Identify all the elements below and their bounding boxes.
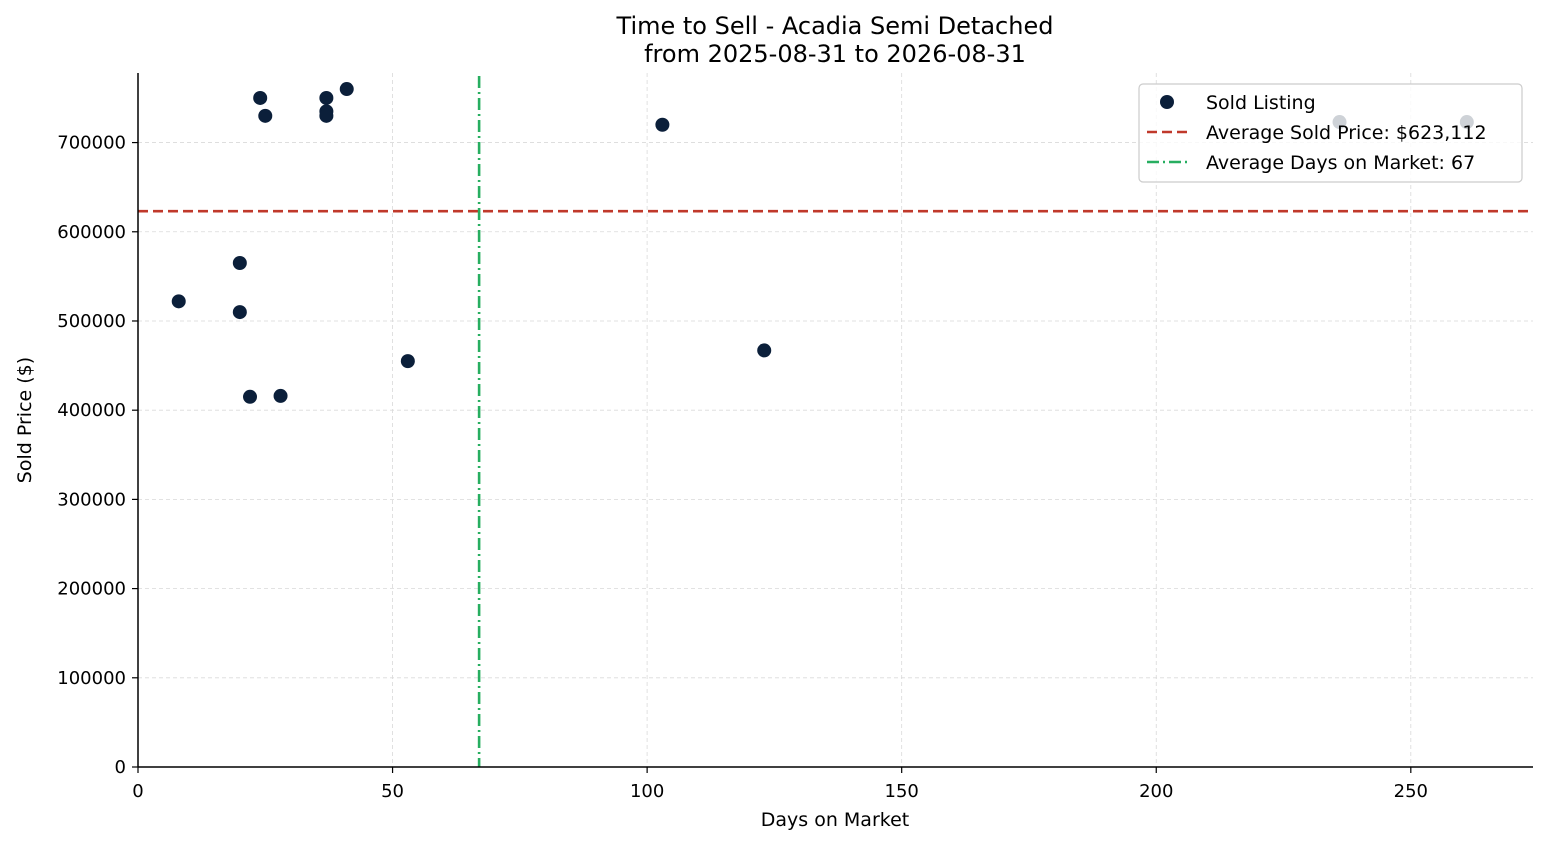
x-tick-label: 100 — [630, 781, 664, 802]
x-tick-label: 0 — [132, 781, 143, 802]
y-tick-label: 0 — [115, 757, 126, 778]
chart-subtitle: from 2025-08-31 to 2026-08-31 — [644, 40, 1026, 68]
sold-listing-point — [319, 90, 334, 105]
legend: Sold Listing Average Sold Price: $623,112… — [1138, 83, 1523, 183]
data-points — [171, 82, 1474, 404]
axes — [132, 73, 1533, 773]
sold-listing-point — [655, 117, 670, 132]
sold-listing-point — [232, 256, 247, 271]
sold-listing-point — [243, 389, 258, 404]
sold-listing-point — [171, 294, 186, 309]
y-tick-label: 400000 — [57, 400, 126, 421]
sold-listing-point — [319, 108, 334, 123]
sold-listing-point — [258, 108, 273, 123]
reference-lines — [138, 76, 1533, 767]
legend-label-sold-listing: Sold Listing — [1206, 92, 1316, 114]
legend-label-reference-line: Average Sold Price: $623,112 — [1206, 122, 1487, 144]
x-tick-label: 200 — [1139, 781, 1173, 802]
y-tick-label: 300000 — [57, 489, 126, 510]
chart-title: Time to Sell - Acadia Semi Detached — [616, 12, 1054, 40]
legend-box — [1138, 83, 1523, 183]
y-tick-label: 100000 — [57, 668, 126, 689]
x-tick-label: 50 — [381, 781, 404, 802]
y-tick-label: 600000 — [57, 222, 126, 243]
tick-labels: 0 50 100 150 200 250 0 100000 200000 300000 400000… — [57, 133, 1428, 802]
sold-listing-point — [400, 354, 415, 369]
sold-listing-point — [253, 90, 268, 105]
x-tick-label: 150 — [885, 781, 919, 802]
legend-marker-sold-listing — [1160, 95, 1174, 109]
sold-listing-point — [339, 82, 354, 97]
x-tick-label: 250 — [1394, 781, 1428, 802]
legend-label-reference-line: Average Days on Market: 67 — [1206, 152, 1475, 174]
sold-listing-point — [232, 305, 247, 320]
y-tick-label: 500000 — [57, 311, 126, 332]
y-tick-label: 700000 — [57, 133, 126, 154]
sold-listing-point — [757, 343, 772, 358]
x-axis-label: Days on Market — [761, 809, 909, 831]
y-tick-label: 200000 — [57, 579, 126, 600]
sold-listing-point — [273, 388, 288, 403]
y-axis-label: Sold Price ($) — [14, 357, 36, 483]
